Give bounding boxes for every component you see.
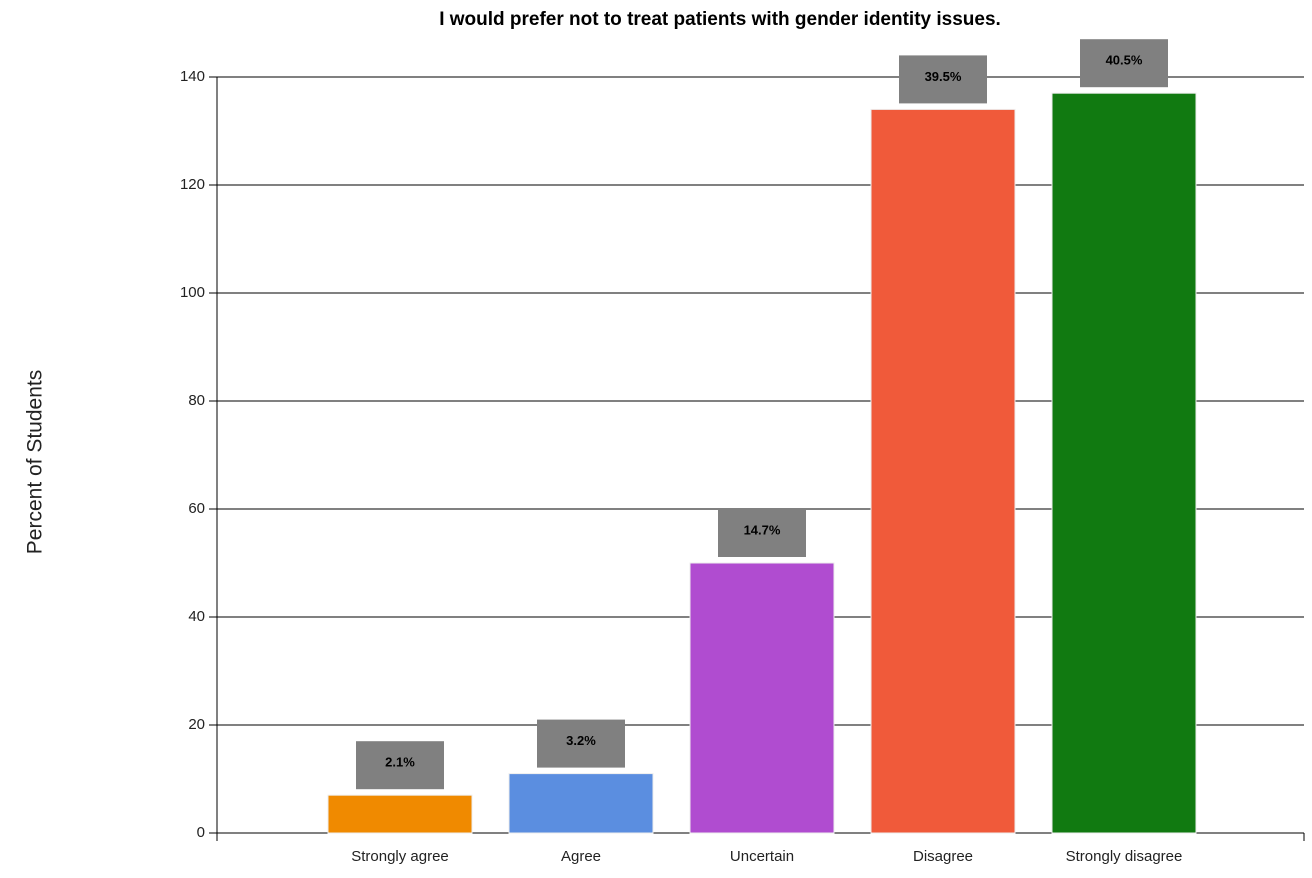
y-tick-label: 40 bbox=[188, 608, 205, 625]
y-tick-label: 60 bbox=[188, 500, 205, 517]
x-tick-label: Disagree bbox=[913, 848, 973, 865]
chart-title: I would prefer not to treat patients wit… bbox=[439, 9, 1001, 30]
y-tick-label: 100 bbox=[180, 284, 205, 301]
y-tick-label: 0 bbox=[197, 824, 205, 841]
x-tick-label: Strongly disagree bbox=[1066, 848, 1183, 865]
x-tick-label: Agree bbox=[561, 848, 601, 865]
value-label: 40.5% bbox=[1106, 53, 1143, 68]
value-label: 3.2% bbox=[566, 733, 596, 748]
bar bbox=[689, 562, 835, 834]
x-tick-label: Strongly agree bbox=[351, 848, 449, 865]
bar bbox=[327, 794, 473, 834]
value-label: 2.1% bbox=[385, 755, 415, 770]
y-tick-label: 20 bbox=[188, 716, 205, 733]
bar bbox=[870, 108, 1016, 834]
value-label-box bbox=[718, 509, 806, 557]
x-tick-label: Uncertain bbox=[730, 848, 794, 865]
y-tick-label: 140 bbox=[180, 68, 205, 85]
value-label-box bbox=[1080, 39, 1168, 88]
bar bbox=[508, 773, 654, 834]
value-label-box bbox=[899, 55, 987, 104]
value-label: 14.7% bbox=[744, 522, 781, 537]
y-axis-label: Percent of Students bbox=[24, 370, 47, 554]
y-tick-label: 120 bbox=[180, 176, 205, 193]
value-label: 39.5% bbox=[925, 69, 962, 84]
y-tick-label: 80 bbox=[188, 392, 205, 409]
bar bbox=[1051, 92, 1197, 834]
value-label-box bbox=[537, 719, 625, 768]
value-label-box bbox=[356, 741, 444, 790]
